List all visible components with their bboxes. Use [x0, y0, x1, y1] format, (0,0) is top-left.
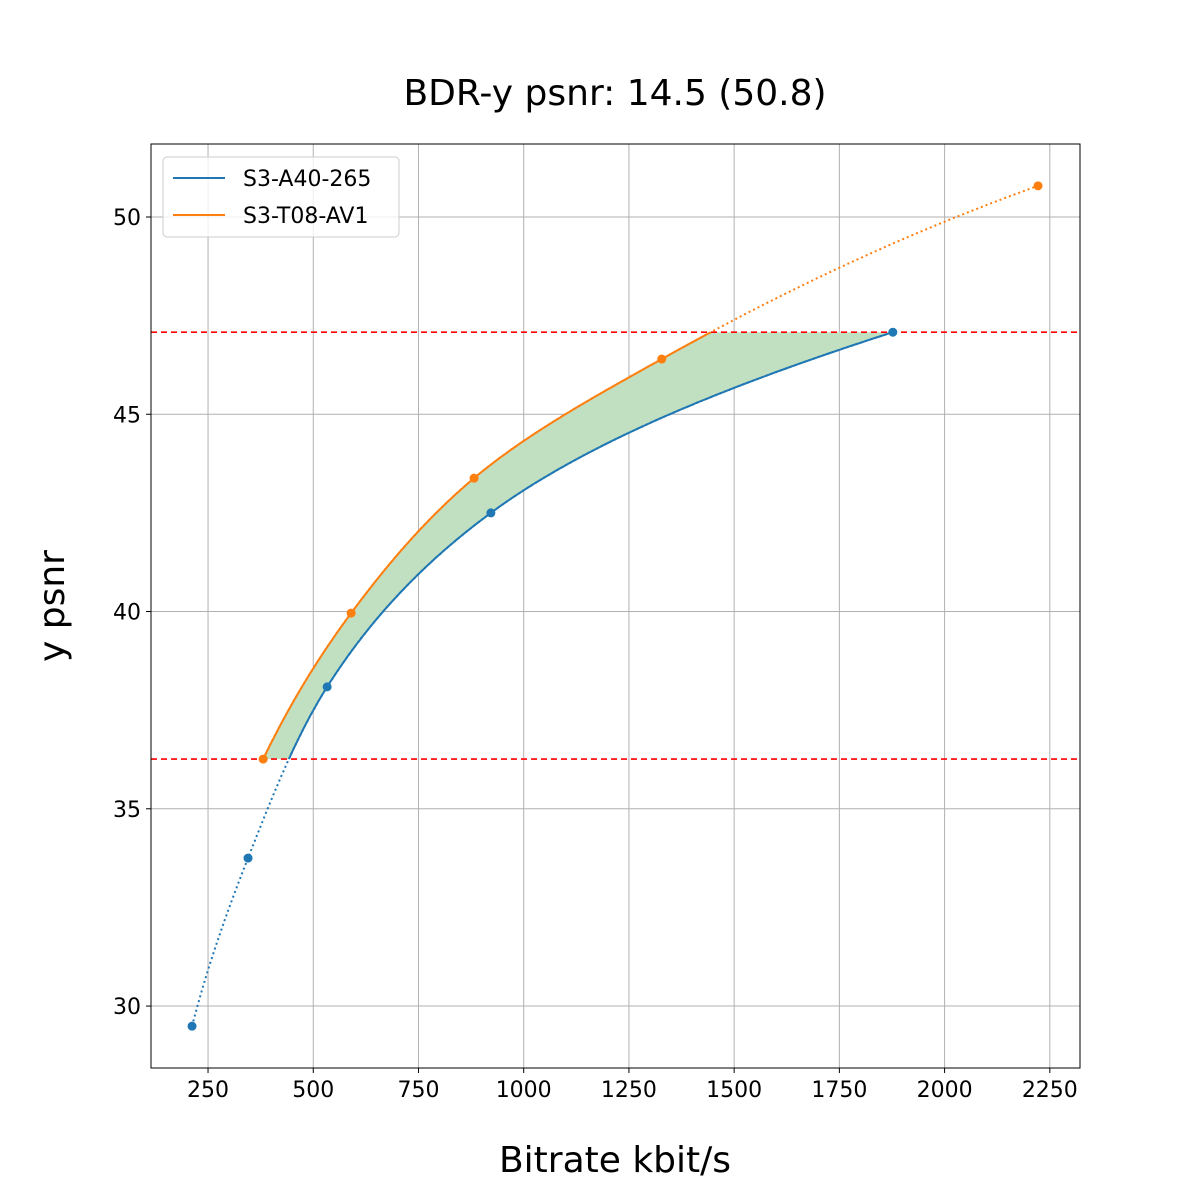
data-point-0-1 — [243, 853, 253, 863]
legend-label-0: S3-A40-265 — [243, 167, 371, 192]
x-tick-label: 1250 — [601, 1078, 657, 1103]
x-tick-label: 750 — [397, 1078, 439, 1103]
series-solid-line-0 — [287, 331, 894, 760]
x-tick-label: 250 — [187, 1078, 229, 1103]
y-tick-label: 35 — [113, 798, 141, 823]
data-point-1-3 — [657, 354, 667, 364]
y-tick-label: 50 — [113, 206, 141, 231]
data-point-0-2 — [322, 682, 332, 692]
data-point-0-0 — [187, 1021, 197, 1031]
y-axis-label: y psnr — [32, 550, 73, 662]
chart-title: BDR-y psnr: 14.5 (50.8) — [403, 73, 826, 114]
x-tick-label: 2000 — [917, 1078, 973, 1103]
plot-frame — [150, 143, 1081, 1069]
legend: S3-A40-265 S3-T08-AV1 — [162, 156, 400, 238]
y-axis-ticks: 30 35 40 45 50 — [113, 206, 151, 1020]
series-lines — [191, 184, 1039, 1027]
data-point-1-0 — [258, 754, 268, 764]
series-dotted-line-1 — [262, 184, 1039, 760]
y-tick-label: 45 — [113, 403, 141, 428]
x-axis-label: Bitrate kbit/s — [499, 1140, 731, 1181]
data-points — [187, 181, 1043, 1031]
reference-lines — [151, 331, 1080, 760]
y-tick-label: 40 — [113, 601, 141, 626]
data-point-1-4 — [1033, 181, 1043, 191]
fill-between-area — [263, 332, 893, 760]
legend-label-1: S3-T08-AV1 — [243, 204, 368, 229]
fill-between-polygon — [263, 332, 893, 760]
grid — [151, 144, 1080, 1068]
y-tick-label: 30 — [113, 995, 141, 1020]
x-tick-label: 1500 — [706, 1078, 762, 1103]
data-point-1-1 — [346, 608, 356, 618]
series-solid-line-1 — [262, 331, 712, 760]
x-tick-label: 1750 — [811, 1078, 867, 1103]
data-point-1-2 — [469, 473, 479, 483]
data-point-0-4 — [888, 327, 898, 337]
data-point-0-3 — [486, 508, 496, 518]
x-tick-label: 1000 — [496, 1078, 552, 1103]
x-tick-label: 2250 — [1022, 1078, 1078, 1103]
x-tick-label: 500 — [292, 1078, 334, 1103]
x-axis-ticks: 250 500 750 1000 1250 1500 1750 2000 2250 — [187, 1068, 1078, 1103]
